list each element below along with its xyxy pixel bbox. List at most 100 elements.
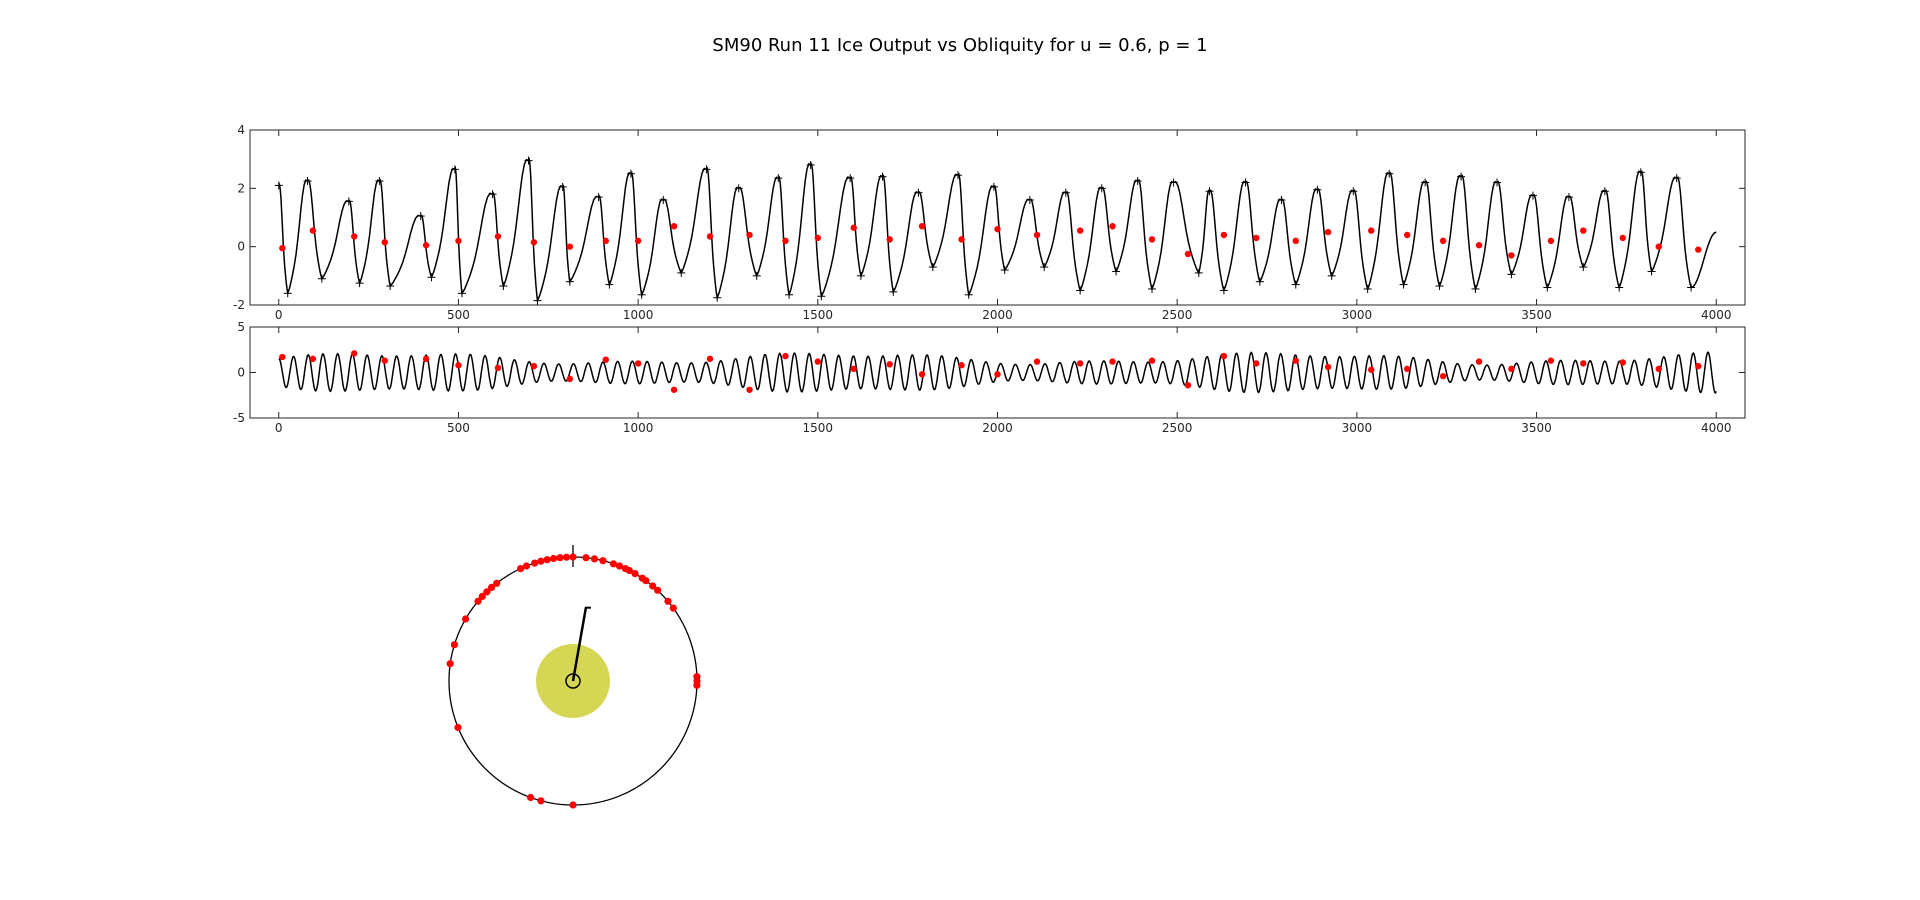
- obliquity-phase-marker: [1508, 365, 1515, 373]
- obliquity-phase-marker: [1184, 382, 1192, 389]
- ice-output-extremum-marker: [458, 289, 467, 298]
- ice-output-extremum-marker: [928, 263, 937, 272]
- ice-output-extremum-marker: [386, 282, 395, 291]
- ice-output-phase-marker: [1253, 234, 1260, 242]
- obliquity-phase-marker: [1619, 359, 1627, 366]
- ice-output-xtick-label: 500: [447, 308, 470, 322]
- ice-output-phase-marker: [1508, 252, 1515, 259]
- obliquity-phase-marker: [1292, 357, 1299, 364]
- ice-output-phase-marker: [279, 244, 286, 252]
- ice-output-extremum-marker: [283, 289, 292, 298]
- phase-wheel-marker: [550, 554, 558, 563]
- ice-output-phase-marker: [814, 234, 822, 242]
- ice-output-phase-marker: [1292, 237, 1299, 245]
- ice-output-phase-marker: [309, 227, 317, 234]
- ice-output-phase-marker: [670, 223, 678, 230]
- ice-output-xtick-label: 2000: [982, 308, 1013, 322]
- phase-wheel-marker: [478, 592, 486, 601]
- ice-output-extremum-marker: [1205, 187, 1214, 196]
- phase-wheel-marker: [522, 562, 531, 570]
- ice-output-extremum-marker: [914, 188, 923, 197]
- ice-output-extremum-marker: [450, 165, 459, 174]
- obliquity-phase-marker: [850, 365, 857, 373]
- ice-output-phase-marker: [455, 237, 462, 245]
- ice-output-extremum-marker: [1000, 266, 1009, 274]
- ice-output-extremum-marker: [1687, 283, 1696, 292]
- ice-output-extremum-marker: [1600, 187, 1609, 196]
- obliquity-phase-marker: [1076, 360, 1084, 367]
- ice-output-phase-marker: [1655, 243, 1662, 250]
- ice-output-extremum-marker: [1615, 283, 1624, 292]
- obliquity-xtick-label: 1500: [803, 421, 834, 435]
- ice-output-extremum-marker: [605, 280, 614, 289]
- ice-output-phase-marker: [958, 236, 965, 243]
- phase-wheel-marker: [556, 554, 564, 562]
- obliquity-ytick-label: -5: [233, 411, 245, 425]
- ice-output-extremum-marker: [594, 193, 603, 202]
- ice-output-phase-marker: [530, 239, 538, 246]
- ice-output-xtick-label: 3500: [1521, 308, 1552, 322]
- ice-output-phase-marker: [634, 237, 642, 245]
- ice-output-phase-marker: [494, 233, 502, 240]
- ice-output-extremum-marker: [355, 279, 364, 288]
- ice-output-extremum-marker: [1385, 169, 1394, 178]
- ice-output-extremum-marker: [817, 292, 826, 301]
- ice-output-xtick-label: 4000: [1701, 308, 1732, 322]
- ice-output-extremum-marker: [303, 177, 312, 186]
- ice-output-extremum-marker: [533, 296, 542, 305]
- ice-output-extrema-markers: [274, 156, 1696, 305]
- obliquity-xtick-label: 2500: [1162, 421, 1193, 435]
- ice-output-phase-marker: [782, 237, 789, 245]
- obliquity-phase-marker: [814, 358, 822, 365]
- phase-wheel-marker: [517, 565, 525, 573]
- obliquity-phase-marker: [1148, 357, 1156, 364]
- ice-output-extremum-marker: [626, 169, 635, 178]
- phase-wheel-marker: [483, 588, 491, 596]
- ice-output-extremum-marker: [1169, 178, 1178, 187]
- obliquity-phase-marker: [309, 355, 317, 363]
- ice-output-extremum-marker: [1636, 168, 1645, 177]
- obliquity-xtick-label: 3000: [1342, 421, 1373, 435]
- phase-wheel-marker: [543, 556, 551, 564]
- ice-output-extremum-marker: [1148, 284, 1157, 293]
- obliquity-phase-marker: [1403, 365, 1411, 373]
- obliquity-phase-marker: [1695, 362, 1702, 370]
- phase-wheel-marker: [654, 586, 662, 594]
- phase-wheel-marker: [454, 723, 462, 732]
- ice-output-phase-marker: [602, 237, 609, 245]
- obliquity-phase-marker: [1368, 366, 1375, 373]
- ice-output-axes: 0 500 1000 1500 2000 2500 3000 3500 4000 -2 0 2 4: [233, 123, 1746, 322]
- ice-output-extremum-marker: [565, 277, 574, 286]
- ice-output-extremum-marker: [1421, 178, 1430, 187]
- ice-output-extremum-marker: [416, 212, 425, 221]
- ice-output-phase-marker: [1184, 250, 1192, 258]
- ice-output-phase-marker: [1475, 242, 1483, 249]
- obliquity-phase-marker: [381, 357, 388, 364]
- ice-output-phase-marker: [1403, 231, 1411, 239]
- ice-output-extremum-marker: [1672, 174, 1681, 183]
- phase-wheel-marker: [664, 597, 672, 605]
- ice-output-phase-marker: [1033, 231, 1041, 239]
- phase-wheel-marker: [531, 559, 539, 567]
- ice-output-extremum-marker: [1219, 286, 1228, 295]
- obliquity-phase-marker: [422, 355, 430, 363]
- ice-output-phase-marker: [1580, 227, 1587, 234]
- obliquity-series-line: [278, 351, 1717, 394]
- ice-output-extremum-marker: [806, 161, 815, 169]
- ice-output-extremum-marker: [1133, 177, 1142, 186]
- ice-output-extremum-marker: [317, 274, 326, 283]
- ice-output-extremum-marker: [1528, 191, 1537, 200]
- obliquity-phase-marker: [1220, 352, 1228, 360]
- ice-output-extremum-marker: [1579, 263, 1588, 272]
- ice-output-phase-marker: [351, 233, 358, 240]
- obliquity-ticks: 0 500 1000 1500 2000 2500 3000 3500 4000 -5 0 5: [233, 320, 1745, 435]
- phase-wheel-marker: [462, 615, 470, 623]
- ice-output-xtick-label: 2500: [1162, 308, 1193, 322]
- ice-output-phase-marker: [850, 224, 857, 231]
- phase-wheel-marker: [621, 565, 630, 573]
- ice-output-phase-marker: [1148, 236, 1156, 243]
- obliquity-phase-marker: [602, 356, 609, 363]
- ice-output-extremum-marker: [1241, 178, 1250, 187]
- obliquity-phase-marker: [1580, 360, 1587, 367]
- ice-output-extremum-marker: [953, 171, 962, 180]
